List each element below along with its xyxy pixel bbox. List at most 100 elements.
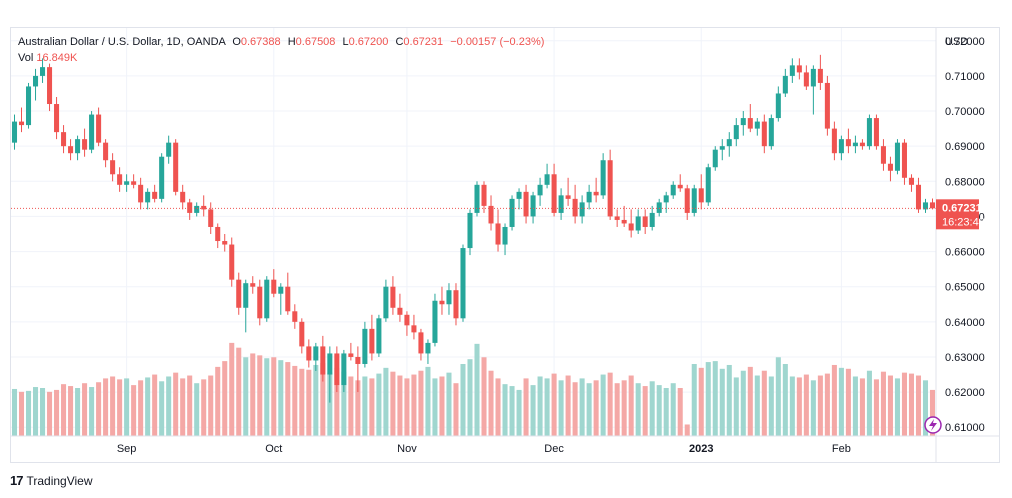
volume-bar	[607, 372, 613, 436]
volume-bar	[859, 378, 865, 436]
close-label: C	[395, 36, 404, 48]
candle-body	[411, 325, 417, 333]
volume-bar	[600, 374, 606, 436]
candle-body	[810, 68, 816, 87]
candle-body	[222, 241, 228, 245]
price-axis[interactable]: 0.720000.710000.700000.690000.680000.670…	[945, 36, 985, 434]
volume-bar	[369, 378, 375, 436]
candle-body	[306, 346, 312, 361]
candle-body	[831, 128, 837, 154]
volume-bar	[229, 342, 235, 436]
candle-body	[894, 142, 900, 171]
candle-body	[250, 283, 256, 287]
volume-value: 16.849K	[36, 52, 78, 64]
volume-bar	[145, 377, 151, 436]
volume-bar	[432, 378, 438, 436]
volume-bar	[621, 380, 627, 436]
volume-bar	[355, 380, 361, 436]
candle-body	[362, 328, 368, 364]
candle-body	[201, 205, 207, 210]
time-axis[interactable]: Sep Oct Nov Dec 2023 Feb	[117, 443, 851, 455]
volume-bar	[152, 374, 158, 436]
candle-body	[838, 139, 844, 154]
volume-bar	[222, 361, 228, 436]
volume-bar	[201, 379, 207, 436]
candle-body	[495, 223, 501, 245]
candle-body	[173, 142, 179, 192]
volume-bar	[124, 378, 130, 436]
candle-body	[915, 184, 922, 210]
open-value: 0.67388	[240, 36, 281, 48]
candle-body	[719, 146, 725, 150]
candle-body	[313, 346, 319, 361]
candle-body	[677, 184, 683, 189]
symbol-legend: Australian Dollar / U.S. Dollar, 1D, OAN…	[18, 36, 544, 48]
candle-body	[908, 177, 914, 185]
candle-body	[782, 75, 788, 94]
volume-bar	[929, 389, 936, 436]
candle-body	[110, 160, 116, 175]
volume-bar	[243, 357, 249, 436]
candle-body	[537, 184, 543, 196]
candles	[11, 54, 936, 403]
lightning-icon[interactable]	[924, 416, 942, 434]
candle-body	[187, 202, 193, 213]
volume-bar	[390, 371, 396, 436]
candle-body	[768, 118, 774, 147]
candle-body	[145, 191, 151, 203]
volume-bar	[894, 378, 900, 436]
candle-body	[502, 226, 508, 245]
volume-bar	[334, 367, 340, 436]
chart-svg[interactable]: 0.720000.710000.700000.690000.680000.670…	[11, 28, 999, 462]
tradingview-logo-icon[interactable]: 17	[10, 473, 24, 488]
candle-body	[138, 184, 144, 203]
volume-label[interactable]: Vol	[18, 52, 34, 64]
candle-body	[509, 198, 515, 227]
candle-body	[264, 279, 270, 319]
candle-body	[25, 86, 32, 126]
candle-body	[278, 286, 284, 294]
volume-bar	[719, 368, 725, 436]
volume-bar	[453, 383, 459, 436]
volume-bar	[845, 368, 851, 436]
candle-body	[271, 279, 277, 294]
volume-bar	[593, 380, 599, 436]
symbol-title[interactable]: Australian Dollar / U.S. Dollar, 1D, OAN…	[18, 36, 226, 48]
open-label: O	[232, 36, 241, 48]
last-price-label: 0.67231	[942, 202, 982, 214]
volume-bar	[299, 368, 305, 436]
volume-bar	[40, 388, 46, 436]
volume-bar	[775, 357, 781, 436]
volume-bar	[698, 367, 704, 436]
volume-bar	[733, 377, 739, 436]
low-label: L	[342, 36, 349, 48]
volume-bar	[173, 372, 179, 436]
volume-bar	[68, 386, 74, 436]
volume-legend: Vol 16.849K	[18, 52, 77, 64]
candle-body	[299, 321, 305, 347]
candle-body	[929, 202, 936, 209]
time-tick: Dec	[544, 443, 564, 455]
price-tick: 0.64000	[945, 317, 985, 329]
volume-bar	[817, 375, 823, 436]
high-value: 0.67508	[295, 36, 336, 48]
volume-bar	[306, 369, 312, 436]
volume-bar	[642, 386, 648, 436]
tradingview-brand[interactable]: TradingView	[26, 473, 93, 488]
volume-bar	[194, 383, 200, 436]
volume-bar	[11, 388, 18, 436]
countdown-label: 16:23:43	[942, 216, 985, 228]
candle-body	[656, 202, 662, 213]
candle-body	[488, 205, 494, 224]
volume-bar	[656, 385, 662, 436]
candle-body	[404, 314, 410, 326]
candle-body	[579, 202, 585, 217]
volume-bar	[614, 383, 620, 436]
volume-bar	[558, 380, 564, 436]
volume-bar	[544, 378, 550, 436]
price-tick: 0.62000	[945, 387, 985, 399]
candle-body	[40, 67, 46, 76]
volume-bar	[383, 367, 389, 436]
volume-bar	[110, 376, 116, 436]
candle-body	[558, 195, 564, 213]
